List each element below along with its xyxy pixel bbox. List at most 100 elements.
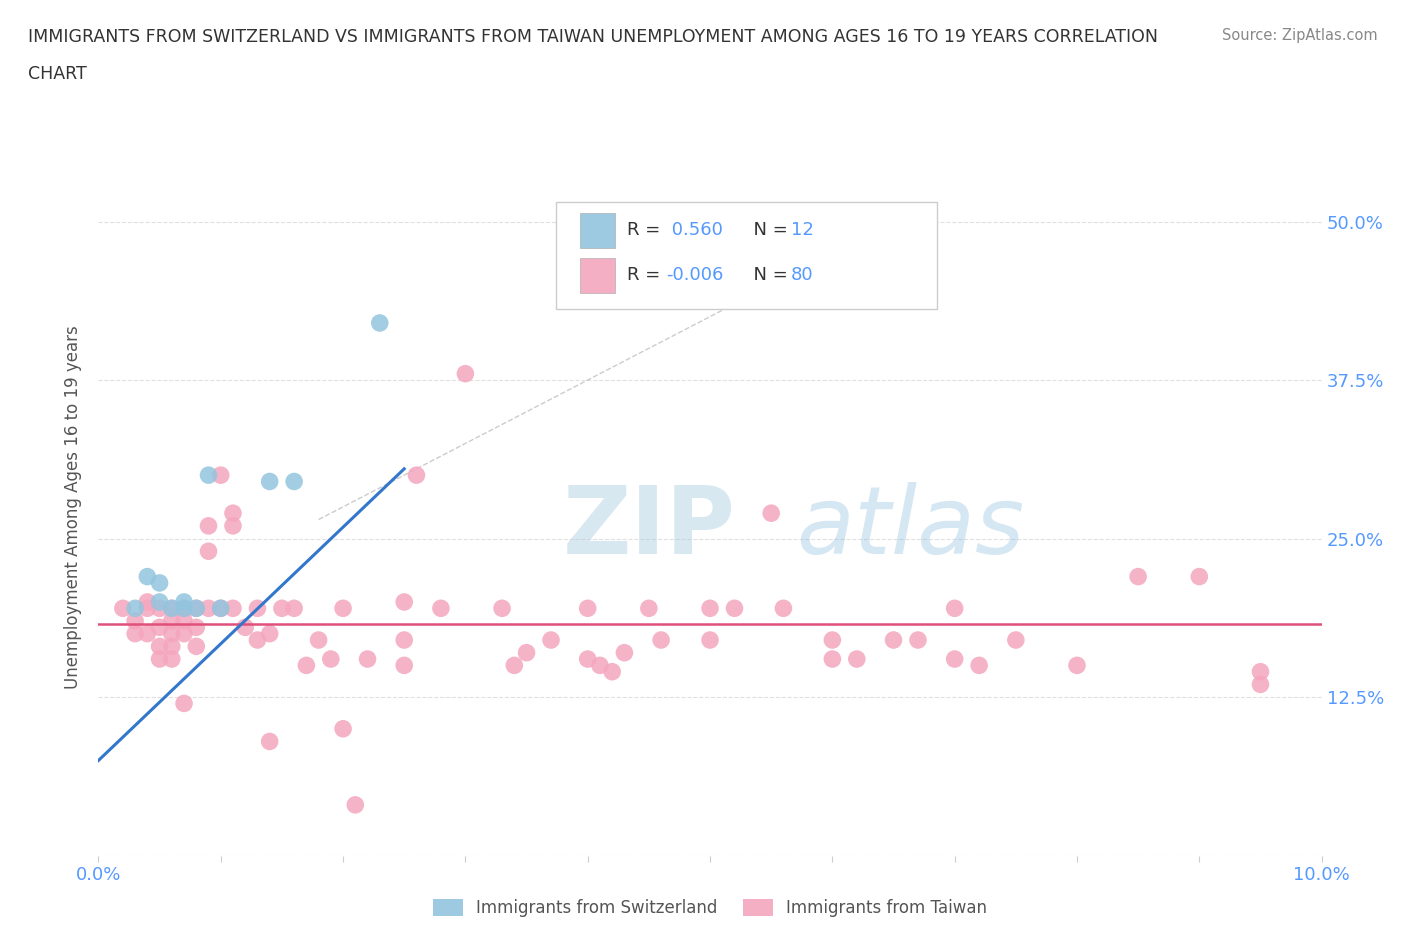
Point — [295, 658, 318, 672]
Point — [821, 652, 844, 667]
Point — [943, 601, 966, 616]
Point — [246, 601, 269, 616]
Point — [197, 544, 219, 559]
Point — [186, 601, 208, 616]
Point — [186, 601, 208, 616]
Point — [723, 601, 745, 616]
Text: Source: ZipAtlas.com: Source: ZipAtlas.com — [1222, 28, 1378, 43]
Point — [392, 594, 416, 609]
Point — [270, 601, 292, 616]
Point — [197, 518, 219, 533]
Point — [160, 601, 183, 616]
Point — [1066, 658, 1088, 672]
Point — [405, 468, 427, 483]
Point — [589, 658, 612, 672]
Point — [149, 594, 172, 609]
Point — [1128, 569, 1150, 584]
Point — [759, 506, 782, 521]
Point — [1249, 664, 1271, 679]
Text: 0.560: 0.560 — [666, 221, 723, 239]
Point — [392, 658, 416, 672]
Point — [283, 474, 305, 489]
Point — [883, 632, 905, 647]
Text: 12: 12 — [792, 221, 814, 239]
Point — [319, 652, 342, 667]
Point — [259, 734, 281, 749]
Text: R =: R = — [627, 221, 665, 239]
Point — [186, 620, 208, 635]
Point — [491, 601, 513, 616]
Point — [209, 468, 232, 483]
Point — [124, 626, 146, 641]
Text: ZIP: ZIP — [564, 482, 737, 574]
Point — [907, 632, 929, 647]
Point — [173, 614, 195, 629]
Text: N =: N = — [742, 221, 793, 239]
Point — [259, 474, 281, 489]
Point — [699, 632, 721, 647]
Text: CHART: CHART — [28, 65, 87, 83]
Point — [124, 614, 146, 629]
Point — [368, 315, 391, 330]
Point — [613, 645, 636, 660]
Point — [600, 664, 623, 679]
Point — [246, 632, 269, 647]
Point — [516, 645, 538, 660]
Point — [772, 601, 794, 616]
Point — [160, 652, 183, 667]
Point — [209, 601, 232, 616]
Legend: Immigrants from Switzerland, Immigrants from Taiwan: Immigrants from Switzerland, Immigrants … — [426, 893, 994, 924]
Point — [1004, 632, 1026, 647]
Text: R =: R = — [627, 266, 665, 285]
Text: atlas: atlas — [796, 483, 1024, 573]
Point — [149, 601, 172, 616]
Point — [283, 601, 305, 616]
Point — [111, 601, 134, 616]
Point — [430, 601, 453, 616]
Point — [160, 626, 183, 641]
Point — [637, 601, 661, 616]
Point — [136, 569, 159, 584]
Point — [392, 632, 416, 647]
Point — [136, 594, 159, 609]
Point — [332, 722, 354, 737]
Point — [821, 632, 844, 647]
Point — [173, 601, 195, 616]
Point — [259, 626, 281, 641]
Point — [1188, 569, 1211, 584]
Point — [576, 652, 599, 667]
Point — [943, 652, 966, 667]
Point — [209, 601, 232, 616]
Point — [197, 468, 219, 483]
Point — [356, 652, 378, 667]
Point — [186, 639, 208, 654]
Point — [136, 626, 159, 641]
Point — [308, 632, 330, 647]
Point — [173, 696, 195, 711]
Text: IMMIGRANTS FROM SWITZERLAND VS IMMIGRANTS FROM TAIWAN UNEMPLOYMENT AMONG AGES 16: IMMIGRANTS FROM SWITZERLAND VS IMMIGRANT… — [28, 28, 1159, 46]
Point — [454, 366, 477, 381]
Point — [503, 658, 526, 672]
Point — [160, 639, 183, 654]
Text: N =: N = — [742, 266, 793, 285]
Point — [233, 620, 256, 635]
Point — [149, 576, 172, 591]
Point — [332, 601, 354, 616]
Point — [222, 506, 245, 521]
Point — [160, 601, 183, 616]
Point — [149, 639, 172, 654]
Point — [149, 652, 172, 667]
Point — [540, 632, 562, 647]
Point — [699, 601, 721, 616]
Point — [197, 601, 219, 616]
Point — [173, 594, 195, 609]
Point — [222, 518, 245, 533]
Point — [222, 601, 245, 616]
Point — [173, 626, 195, 641]
Point — [845, 652, 868, 667]
Text: -0.006: -0.006 — [666, 266, 723, 285]
Text: 80: 80 — [792, 266, 814, 285]
Point — [576, 601, 599, 616]
Point — [967, 658, 990, 672]
Point — [160, 614, 183, 629]
